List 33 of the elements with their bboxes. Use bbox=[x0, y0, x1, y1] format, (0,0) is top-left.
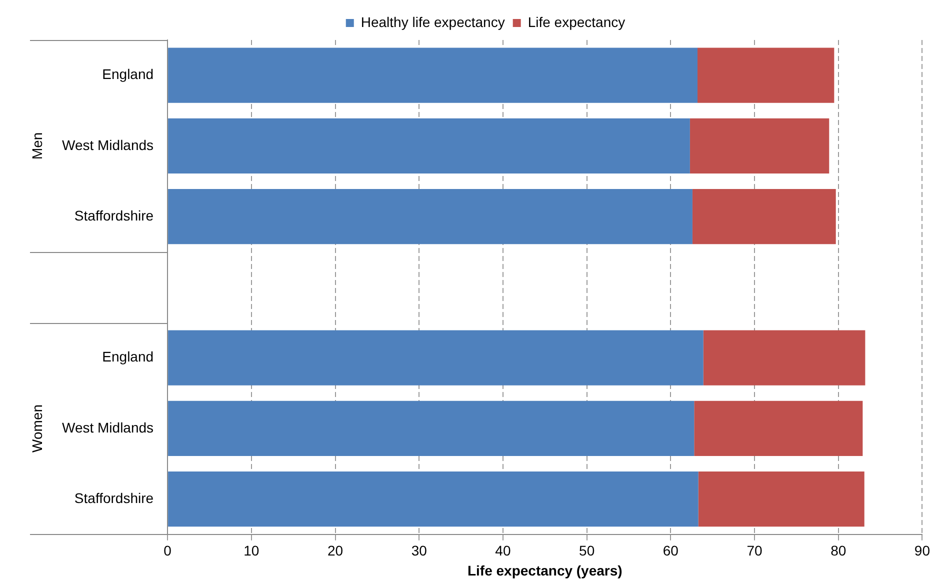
y-tick-label: England bbox=[102, 66, 154, 82]
x-tick-label: 80 bbox=[830, 542, 846, 559]
x-tick-label: 0 bbox=[164, 542, 172, 559]
x-tick-label: 70 bbox=[746, 542, 763, 559]
bar bbox=[694, 400, 863, 456]
bar bbox=[168, 330, 704, 386]
y-tick-label: Staffordshire bbox=[74, 207, 154, 224]
legend-label: Healthy life expectancy bbox=[360, 14, 505, 30]
x-axis-title: Life expectancy (years) bbox=[467, 562, 622, 578]
bar bbox=[703, 330, 866, 386]
bar bbox=[690, 118, 830, 174]
x-tick-label: 30 bbox=[411, 542, 428, 559]
x-tick-label: 90 bbox=[914, 542, 930, 559]
legend-label: Life expectancy bbox=[528, 14, 626, 30]
bar bbox=[168, 400, 694, 456]
x-tick-label: 20 bbox=[327, 542, 344, 559]
y-tick-label: Staffordshire bbox=[74, 490, 154, 506]
x-tick-label: 50 bbox=[579, 542, 595, 559]
y-tick-label: West Midlands bbox=[62, 136, 154, 153]
bar bbox=[697, 48, 834, 103]
bar bbox=[698, 472, 864, 527]
bar bbox=[168, 472, 698, 527]
bar bbox=[692, 189, 836, 244]
text: Women bbox=[28, 404, 45, 452]
x-tick-label: 60 bbox=[662, 542, 679, 559]
y-tick-label: West Midlands bbox=[62, 419, 154, 436]
bar bbox=[168, 189, 692, 244]
bar bbox=[168, 118, 690, 174]
bar bbox=[168, 48, 698, 103]
y-tick-label: England bbox=[102, 348, 154, 365]
text: Men bbox=[28, 132, 45, 160]
x-tick-label: 40 bbox=[495, 542, 511, 559]
x-tick-label: 10 bbox=[244, 542, 260, 559]
